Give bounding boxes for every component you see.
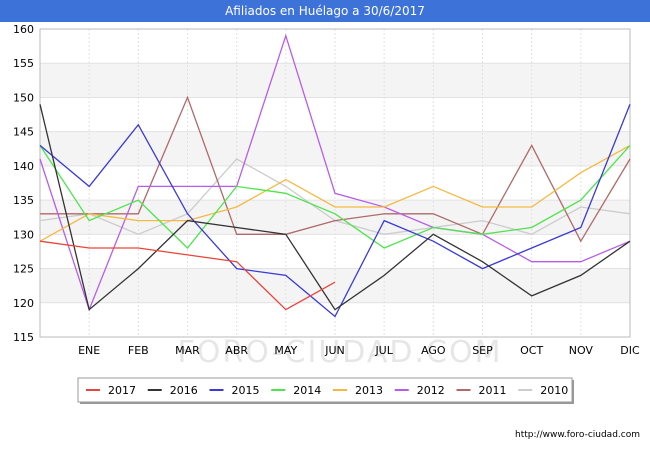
- x-tick-label: ENE: [78, 344, 100, 357]
- watermark-text: FORO-CIUDAD.COM: [178, 335, 503, 370]
- y-tick-label: 155: [13, 57, 34, 70]
- legend-label-2011: 2011: [479, 384, 507, 397]
- grid-band: [40, 63, 630, 98]
- y-tick-label: 120: [13, 297, 34, 310]
- series-line-2011: [40, 95, 631, 243]
- source-url: http://www.foro-ciudad.com: [515, 430, 640, 440]
- plot-border: [39, 28, 631, 338]
- x-tick-label: MAY: [274, 344, 297, 357]
- chart-title: Afiliados en Huélago a 30/6/2017: [0, 0, 650, 22]
- legend: 2017 2016 2015 2014 2013 2012 2011 2010: [77, 377, 574, 404]
- series-line-2015: [39, 104, 631, 318]
- x-axis-ticks: ENE FEB MAR ABR MAY JUN JUL AGO SEP OCT NOV DIC: [78, 344, 640, 357]
- y-tick-label: 145: [13, 126, 34, 139]
- legend-label-2014: 2014: [293, 384, 321, 397]
- legend-label-2012: 2012: [417, 384, 445, 397]
- x-tick-label: JUN: [324, 344, 345, 357]
- y-tick-label: 140: [13, 160, 34, 173]
- series-lines: [39, 33, 631, 318]
- x-tick-label: JUL: [374, 344, 393, 357]
- y-tick-label: 150: [13, 91, 34, 104]
- legend-label-2015: 2015: [232, 384, 260, 397]
- legend-label-2016: 2016: [170, 384, 198, 397]
- legend-label-2013: 2013: [355, 384, 383, 397]
- x-tick-label: DIC: [620, 344, 640, 357]
- legend-label-2010: 2010: [540, 384, 568, 397]
- x-tick-label: ABR: [225, 344, 248, 357]
- y-axis-ticks: 115 120 125 130 135 140 145 150 155 160: [13, 23, 34, 344]
- y-tick-label: 135: [13, 194, 34, 207]
- x-tick-label: OCT: [520, 344, 543, 357]
- x-tick-label: FEB: [128, 344, 149, 357]
- x-tick-label: SEP: [472, 344, 493, 357]
- legend-label-2017: 2017: [108, 384, 136, 397]
- x-tick-label: NOV: [569, 344, 594, 357]
- series-line-2014: [39, 144, 631, 249]
- y-tick-label: 130: [13, 228, 34, 241]
- series-line-2013: [39, 144, 631, 242]
- y-tick-label: 160: [13, 23, 34, 36]
- x-tick-label: AGO: [421, 344, 446, 357]
- series-line-2016: [39, 104, 631, 311]
- series-line-2012: [39, 33, 631, 312]
- x-tick-label: MAR: [175, 344, 200, 357]
- series-line-2017: [39, 240, 336, 311]
- y-tick-label: 125: [13, 263, 34, 276]
- y-tick-label: 115: [13, 331, 34, 344]
